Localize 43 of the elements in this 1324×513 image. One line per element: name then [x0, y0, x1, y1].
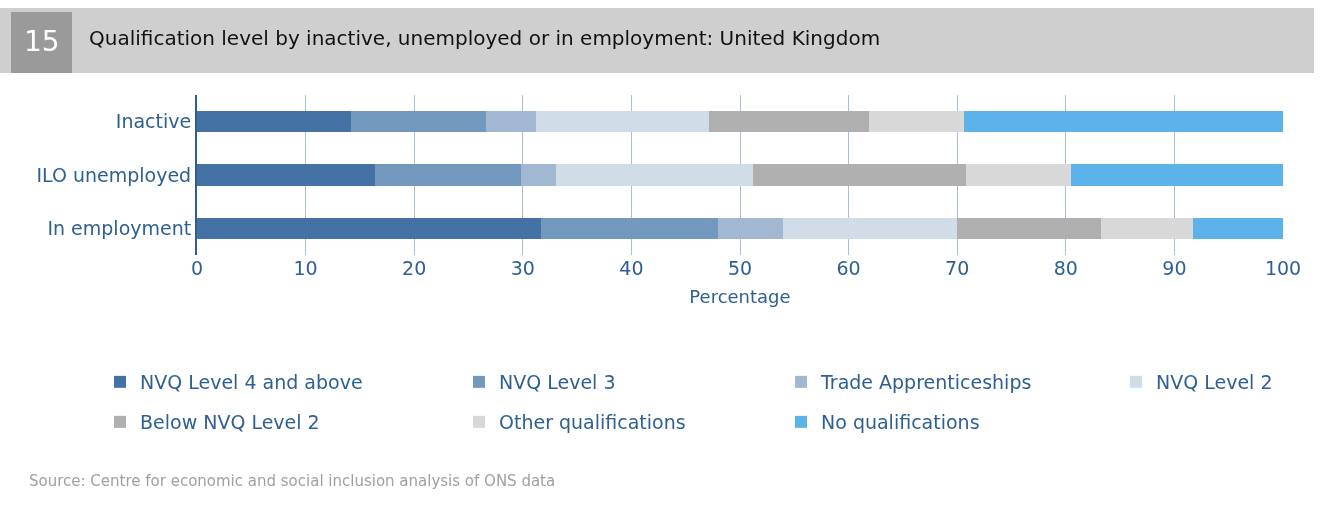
source-note: Source: Centre for economic and social inclusion analysis of ONS data	[29, 472, 556, 490]
bar	[535, 111, 709, 133]
legend-label: NVQ Level 3	[499, 371, 616, 394]
bar	[783, 217, 958, 239]
bar	[197, 217, 542, 239]
bar	[965, 164, 1072, 186]
x-tick-label: 30	[510, 257, 535, 279]
text: 15	[24, 25, 60, 58]
x-tick-label: 10	[293, 257, 318, 279]
legend-label: NVQ Level 4 and above	[140, 371, 363, 394]
bar	[1071, 164, 1283, 186]
chart-title: Qualification level by inactive, unemployed or in employment: United Kingdom	[89, 26, 881, 50]
x-tick-label: 20	[402, 257, 427, 279]
bar	[963, 111, 1283, 133]
bar	[753, 164, 966, 186]
y-tick-label: In employment	[47, 216, 192, 239]
x-tick-label: 50	[727, 257, 753, 279]
bar	[708, 111, 870, 133]
x-tick-label: 80	[1053, 257, 1078, 279]
bar	[375, 164, 521, 186]
x-tick-label: 0	[190, 257, 204, 279]
bar	[351, 111, 486, 133]
x-tick-label: 100	[1264, 257, 1302, 279]
legend-label: Trade Apprenticeships	[820, 371, 1032, 394]
x-tick-label: 90	[1162, 257, 1187, 279]
legend-label: Other qualifications	[499, 411, 686, 434]
x-tick-label: 40	[619, 257, 644, 279]
x-tick-label: 60	[836, 257, 861, 279]
bar	[556, 164, 754, 186]
bar	[1100, 217, 1193, 239]
legend-label: No qualifications	[821, 411, 980, 434]
x-axis-title: Percentage	[689, 286, 791, 308]
x-tick-label: 70	[945, 257, 970, 279]
bar	[197, 164, 376, 186]
legend-label: NVQ Level 2	[1156, 371, 1273, 394]
y-tick-label: ILO unemployed	[36, 163, 192, 186]
bar	[541, 217, 719, 239]
bar	[957, 217, 1101, 239]
bar	[869, 111, 964, 133]
y-tick-label: Inactive	[115, 110, 192, 133]
bar	[1192, 217, 1283, 239]
bar	[197, 111, 352, 133]
legend-label: Below NVQ Level 2	[140, 411, 320, 434]
